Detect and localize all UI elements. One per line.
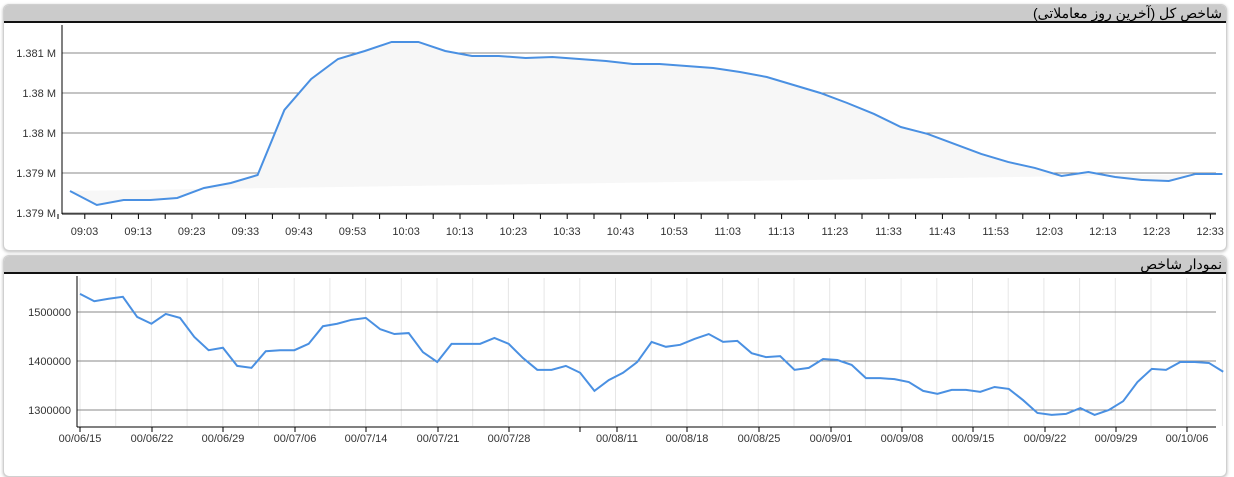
x-tick-label: 00/07/21 (417, 433, 460, 445)
x-tick-label: 11:23 (822, 226, 849, 238)
x-tick-label: 10:33 (553, 226, 581, 238)
y-tick-label: 1400000 (28, 356, 71, 368)
x-tick-label: 11:13 (768, 226, 795, 238)
x-tick-label: 00/08/11 (596, 433, 638, 445)
x-tick-label: 00/08/25 (738, 433, 781, 445)
x-tick-label: 00/08/18 (666, 433, 709, 445)
x-tick-label: 00/06/22 (131, 433, 174, 445)
x-tick-label: 00/09/22 (1024, 433, 1067, 445)
y-tick-label: 1.38 M (22, 88, 56, 100)
x-tick-label: 00/07/28 (488, 433, 531, 445)
intraday-index-chart: 1.381 M 1.38 M 1.38 M 1.379 M 1.379 M 09:03 09… (4, 5, 1226, 250)
x-tick-label: 11:53 (982, 226, 1009, 238)
x-tick-label: 09:23 (178, 226, 206, 238)
area-fill (70, 42, 1222, 205)
x-tick-label: 00/06/15 (59, 433, 102, 445)
x-tick-label: 10:23 (500, 226, 528, 238)
x-tick-label: 11:33 (875, 226, 902, 238)
x-tick-label: 10:53 (660, 226, 688, 238)
y-tick-label: 1300000 (28, 405, 71, 417)
x-tick-label: 12:03 (1036, 226, 1064, 238)
x-tick-label: 09:13 (124, 226, 152, 238)
x-tick-label: 00/09/15 (952, 433, 995, 445)
x-tick-label: 10:13 (446, 226, 474, 238)
x-tick-label: 09:33 (232, 226, 260, 238)
x-tick-label: 09:03 (71, 226, 99, 238)
y-tick-label: 1.381 M (16, 48, 56, 60)
x-tick-label: 09:43 (285, 226, 313, 238)
x-tick-label: 10:43 (607, 226, 635, 238)
x-tick-label: 00/10/06 (1166, 433, 1209, 445)
x-tick-label: 00/07/06 (274, 433, 317, 445)
x-tick-label: 00/07/14 (345, 433, 388, 445)
x-tick-label: 10:03 (392, 226, 420, 238)
x-tick-label: 11:43 (929, 226, 956, 238)
x-tick-label: 00/09/08 (881, 433, 924, 445)
x-tick-label: 09:53 (339, 226, 367, 238)
x-tick-label: 11:03 (714, 226, 741, 238)
x-tick-label: 00/06/29 (202, 433, 245, 445)
index-history-chart: 1500000 1400000 1300000 00/06/15 00/06/22 00/… (4, 256, 1226, 476)
y-tick-label: 1.38 M (22, 128, 56, 140)
x-tick-label: 00/09/01 (810, 433, 853, 445)
x-tick-label: 12:13 (1089, 226, 1117, 238)
y-tick-label: 1500000 (28, 307, 71, 319)
x-tick-label: 00/09/29 (1095, 433, 1138, 445)
x-tick-label: 12:33 (1196, 226, 1224, 238)
y-tick-label: 1.379 M (16, 168, 56, 180)
x-tick-label: 12:23 (1143, 226, 1171, 238)
y-tick-label: 1.379 M (16, 208, 56, 220)
